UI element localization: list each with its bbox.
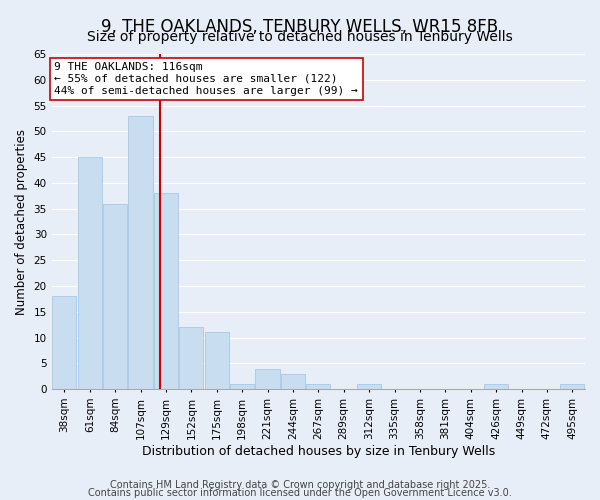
Bar	[560, 384, 584, 389]
Bar	[484, 384, 508, 389]
Text: 9 THE OAKLANDS: 116sqm
← 55% of detached houses are smaller (122)
44% of semi-de: 9 THE OAKLANDS: 116sqm ← 55% of detached…	[55, 62, 358, 96]
Bar	[103, 204, 127, 389]
Bar	[306, 384, 331, 389]
Y-axis label: Number of detached properties: Number of detached properties	[15, 128, 28, 314]
Bar	[154, 193, 178, 389]
Text: Contains public sector information licensed under the Open Government Licence v3: Contains public sector information licen…	[88, 488, 512, 498]
X-axis label: Distribution of detached houses by size in Tenbury Wells: Distribution of detached houses by size …	[142, 444, 495, 458]
Bar	[230, 384, 254, 389]
Text: 9, THE OAKLANDS, TENBURY WELLS, WR15 8FB: 9, THE OAKLANDS, TENBURY WELLS, WR15 8FB	[101, 18, 499, 36]
Text: Size of property relative to detached houses in Tenbury Wells: Size of property relative to detached ho…	[87, 30, 513, 44]
Bar	[52, 296, 76, 389]
Bar	[357, 384, 381, 389]
Bar	[205, 332, 229, 389]
Bar	[77, 157, 102, 389]
Bar	[128, 116, 152, 389]
Text: Contains HM Land Registry data © Crown copyright and database right 2025.: Contains HM Land Registry data © Crown c…	[110, 480, 490, 490]
Bar	[281, 374, 305, 389]
Bar	[256, 368, 280, 389]
Bar	[179, 328, 203, 389]
